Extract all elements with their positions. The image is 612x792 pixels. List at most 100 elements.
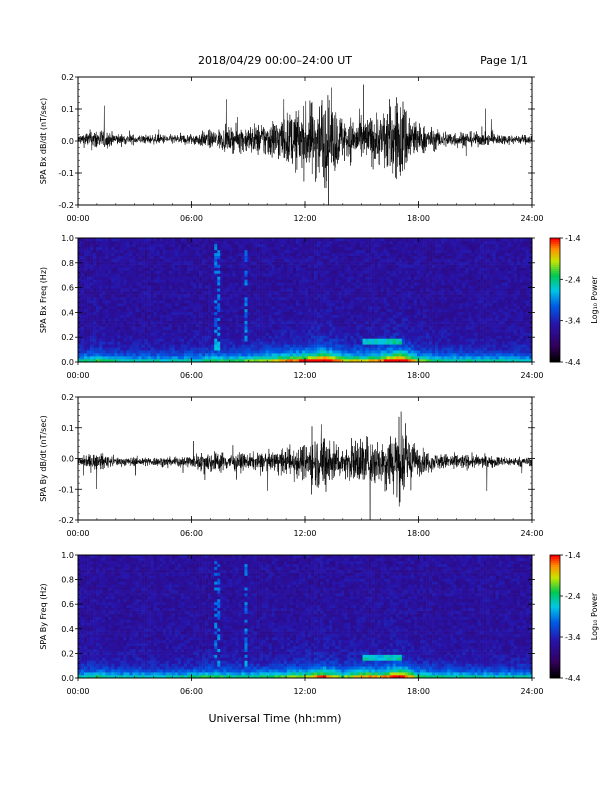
spectrogram-cell bbox=[392, 282, 397, 286]
spectrogram-cell bbox=[335, 305, 339, 310]
spectrogram-cell bbox=[292, 255, 297, 259]
spectrogram-cell bbox=[292, 270, 297, 274]
spectrogram-cell bbox=[171, 314, 176, 319]
spectrogram-cell bbox=[413, 302, 418, 307]
spectrogram-cell bbox=[165, 267, 170, 271]
spectrogram-cell bbox=[253, 308, 257, 313]
spectrogram-cell bbox=[344, 353, 348, 357]
spectrogram-cell bbox=[410, 297, 415, 301]
spectrogram-cell bbox=[162, 258, 167, 262]
spectrogram-cell bbox=[398, 317, 403, 321]
spectrogram-cell bbox=[283, 308, 288, 313]
spectrogram-cell bbox=[359, 246, 363, 251]
spectrogram-cell bbox=[420, 317, 424, 321]
spectrogram-cell bbox=[268, 300, 273, 304]
spectrogram-cell bbox=[383, 335, 388, 339]
spectrogram-cell bbox=[407, 264, 412, 268]
spectrogram-cell bbox=[150, 243, 154, 248]
spectrogram-cell bbox=[371, 356, 375, 360]
spectrogram-cell bbox=[416, 323, 421, 327]
spectrogram-cell bbox=[232, 359, 236, 363]
spectrogram-cell bbox=[429, 341, 433, 345]
spectrogram-cell bbox=[332, 270, 336, 274]
spectrogram-cell bbox=[298, 317, 303, 321]
spectrogram-cell bbox=[295, 252, 300, 257]
spectrogram-cell bbox=[389, 282, 394, 286]
spectrogram-cell bbox=[183, 341, 188, 345]
spectrogram-cell bbox=[193, 294, 197, 298]
spectrogram-cell bbox=[420, 338, 424, 342]
spectrogram-cell bbox=[180, 273, 185, 277]
spectrogram-cell bbox=[317, 264, 321, 268]
spectrogram-cell bbox=[96, 255, 100, 259]
spectrogram-cell bbox=[271, 308, 276, 313]
spectrogram-cell bbox=[202, 335, 206, 339]
spectrogram-cell bbox=[90, 276, 94, 280]
spectrogram-cell bbox=[298, 326, 303, 330]
spectrogram-cell bbox=[271, 311, 276, 316]
spectrogram-cell bbox=[410, 359, 415, 363]
spectrogram-cell bbox=[129, 323, 133, 327]
spectrogram-cell bbox=[407, 276, 412, 280]
spectrogram-cell bbox=[420, 279, 424, 283]
spectrogram-cell bbox=[120, 288, 124, 292]
spectrogram-cell bbox=[90, 338, 94, 342]
spectrogram-cell bbox=[138, 297, 142, 301]
spectrogram-cell bbox=[220, 261, 224, 265]
spectrogram-cell bbox=[105, 350, 109, 354]
spectrogram-cell bbox=[129, 347, 133, 351]
spectrogram-cell bbox=[429, 302, 433, 307]
spectrogram-cell bbox=[186, 282, 191, 286]
spectrogram-cell bbox=[132, 267, 136, 271]
spectrogram-cell bbox=[150, 350, 154, 354]
spectrogram-cell bbox=[389, 341, 394, 345]
spectrogram-cell bbox=[120, 240, 124, 245]
spectrogram-cell bbox=[90, 320, 94, 324]
spectrogram-cell bbox=[256, 243, 260, 248]
spectrogram-cell bbox=[241, 302, 245, 307]
spectrogram-cell bbox=[283, 267, 288, 271]
spectrogram-cell bbox=[365, 305, 369, 310]
spectrogram-cell bbox=[193, 300, 197, 304]
spectrogram-cell bbox=[238, 335, 242, 339]
spectrogram-cell bbox=[144, 314, 148, 319]
spectrogram-cell bbox=[286, 329, 291, 333]
spectrogram-cell bbox=[159, 326, 164, 330]
spectrogram-cell bbox=[308, 252, 312, 257]
spectrogram-cell bbox=[314, 300, 318, 304]
spectrogram-cell bbox=[162, 347, 167, 351]
spectrogram-cell bbox=[398, 329, 403, 333]
spectrogram-cell bbox=[147, 323, 151, 327]
spectrogram-cell bbox=[132, 356, 136, 360]
spectrogram-cell bbox=[271, 326, 276, 330]
spectrogram-cell bbox=[277, 255, 282, 259]
spectrogram-cell bbox=[371, 291, 375, 295]
spectrogram-cell bbox=[114, 261, 118, 265]
spectrogram-cell bbox=[308, 288, 312, 292]
spectrogram-cell bbox=[429, 311, 433, 316]
spectrogram-cell bbox=[193, 323, 197, 327]
spectrogram-cell bbox=[220, 282, 224, 286]
spectrogram-cell bbox=[235, 288, 239, 292]
spectrogram-cell bbox=[386, 323, 391, 327]
spectrogram-cell bbox=[277, 261, 282, 265]
spectrogram-cell bbox=[220, 273, 224, 277]
spectrogram-cell bbox=[141, 356, 145, 360]
spectrogram-cell bbox=[401, 329, 406, 333]
spectrogram-cell bbox=[111, 297, 115, 301]
spectrogram-cell bbox=[286, 243, 291, 248]
spectrogram-cell bbox=[226, 341, 230, 345]
spectrogram-cell bbox=[102, 317, 106, 321]
spectrogram-cell bbox=[250, 252, 254, 257]
spectrogram-cell bbox=[359, 276, 363, 280]
spectrogram-cell bbox=[274, 255, 279, 259]
spectrogram-cell bbox=[383, 252, 388, 257]
spectrogram-cell bbox=[238, 338, 242, 342]
spectrogram-cell bbox=[326, 249, 330, 254]
spectrogram-cell bbox=[416, 240, 421, 245]
spectrogram-cell bbox=[326, 267, 330, 271]
spectrogram-cell bbox=[392, 341, 397, 345]
spectrogram-cell bbox=[426, 273, 430, 277]
spectrogram-cell bbox=[429, 332, 433, 336]
spectrogram-cell bbox=[317, 279, 321, 283]
